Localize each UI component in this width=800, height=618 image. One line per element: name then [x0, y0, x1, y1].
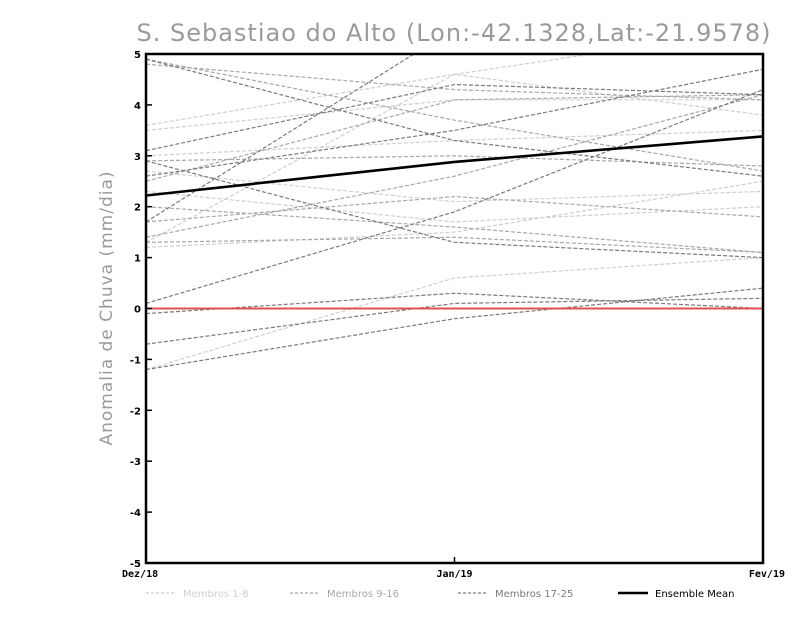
member-line-20 — [146, 89, 763, 304]
x-axis: Dez/18 Jan/19 Fev/19 — [122, 557, 785, 580]
legend: Membros 1-8 Membros 9-16 Membros 17-25 Ense… — [146, 589, 734, 600]
member-line-16 — [146, 195, 763, 223]
member-line-19 — [146, 83, 763, 152]
x-tick-label: Jan/19 — [436, 569, 472, 580]
legend-label: Membros 1-8 — [183, 589, 249, 600]
y-tick-label: 0 — [134, 305, 141, 316]
member-line-11 — [146, 94, 763, 238]
y-tick-label: -3 — [130, 457, 141, 468]
member-line-14 — [146, 236, 763, 254]
member-line-10 — [146, 94, 763, 182]
x-tick-label: Dez/18 — [122, 569, 158, 580]
overlay-lines — [146, 135, 763, 310]
y-tick-label: -5 — [130, 559, 141, 570]
member-line-7 — [146, 190, 763, 223]
y-tick-label: 4 — [134, 101, 141, 112]
x-tick-label: Fev/19 — [749, 569, 785, 580]
member-line-21 — [146, 297, 763, 345]
legend-label: Membros 9-16 — [327, 589, 399, 600]
member-line-18 — [146, 58, 763, 177]
member-line-9 — [146, 58, 763, 172]
member-line-17 — [146, 54, 416, 223]
member-line-24 — [146, 68, 763, 177]
y-tick-label: 2 — [134, 203, 141, 214]
y-tick-label: -1 — [130, 355, 141, 366]
member-lines — [146, 54, 763, 371]
member-line-6 — [146, 170, 763, 203]
ensemble-mean-line — [146, 135, 763, 197]
member-line-1 — [146, 99, 763, 131]
y-tick-label: 3 — [134, 152, 141, 163]
legend-label: Ensemble Mean — [655, 589, 734, 600]
member-line-3 — [146, 257, 763, 371]
member-line-13 — [146, 206, 763, 254]
member-line-22 — [146, 287, 763, 371]
y-axis: -5 -4 -3 -2 -1 0 1 2 3 4 5 — [130, 50, 152, 570]
member-line-12 — [146, 63, 763, 101]
y-tick-label: -2 — [130, 406, 141, 417]
chart-title: S. Sebastiao do Alto (Lon:-42.1328,Lat:-… — [136, 19, 771, 47]
legend-label: Membros 17-25 — [495, 589, 573, 600]
member-line-15 — [146, 155, 763, 167]
y-tick-label: -4 — [130, 508, 141, 519]
y-tick-label: 1 — [134, 254, 141, 265]
member-line-25 — [146, 160, 763, 259]
y-tick-label: 5 — [134, 50, 141, 61]
member-line-23 — [146, 292, 763, 315]
y-axis-label: Anomalia de Chuva (mm/dia) — [97, 170, 117, 445]
member-line-2 — [146, 180, 763, 249]
member-line-5 — [146, 54, 596, 126]
